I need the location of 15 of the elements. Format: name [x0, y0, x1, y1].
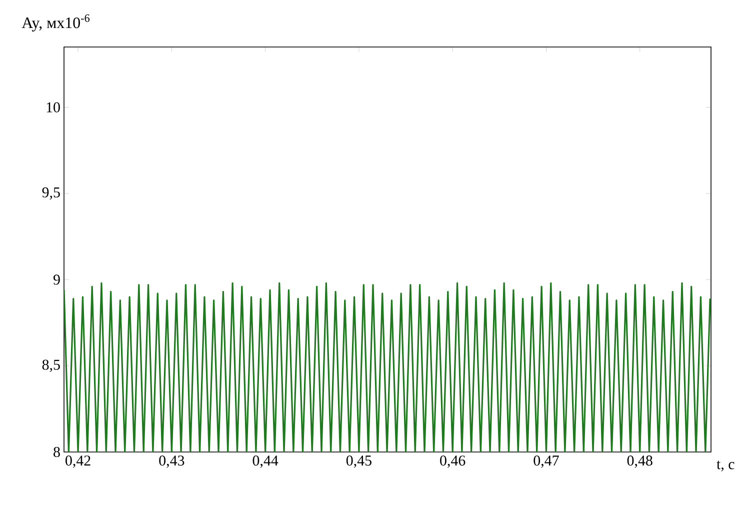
- y-axis-title: Ay, мх10$^{-6}$: [22, 14, 90, 32]
- y-tick-label: 9: [53, 274, 60, 285]
- x-tick-label: 0,43: [159, 456, 184, 468]
- y-tick-label: 8,5: [42, 360, 60, 372]
- x-tick-label: 0,46: [440, 456, 466, 468]
- x-tick-label: 0,44: [252, 456, 278, 468]
- y-tick-label: 8: [54, 446, 60, 458]
- x-axis-title: t, c: [716, 460, 734, 472]
- x-tick-label: 0,47: [534, 456, 559, 468]
- y-tick-label: 9,5: [42, 187, 60, 200]
- x-tick-label: 0,45: [346, 456, 372, 468]
- x-tick-label: 0,42: [66, 456, 90, 468]
- x-tick-label: 0,48: [627, 456, 652, 468]
- line-series: [64, 282, 711, 452]
- y-tick-label: 10: [46, 102, 60, 112]
